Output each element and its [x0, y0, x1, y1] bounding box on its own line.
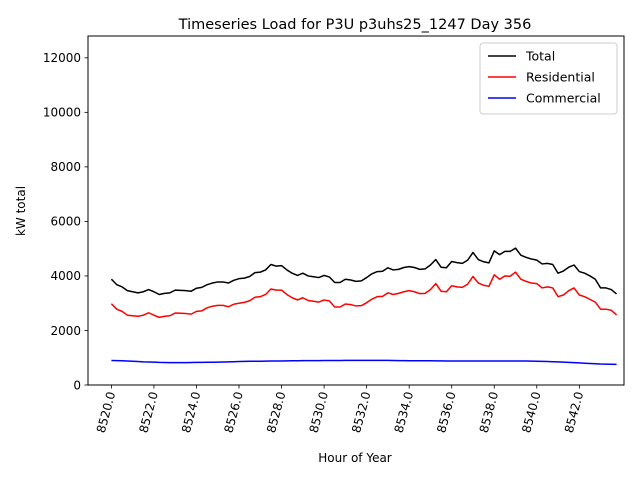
chart-title: Timeseries Load for P3U p3uhs25_1247 Day… [178, 17, 532, 33]
legend-label-total: Total [525, 49, 555, 64]
series-line-commercial [111, 359, 617, 366]
series-line-total [110, 247, 618, 296]
y-tick-label: 4000 [50, 269, 81, 283]
series-line-residential [110, 271, 618, 319]
series-layer [110, 247, 618, 366]
axes-frame [87, 35, 625, 386]
y-axis-label: kW total [14, 186, 28, 236]
y-axis-ticks: 0 2000 4000 6000 8000 10000 12000 [43, 51, 88, 392]
y-tick-label: 8000 [50, 160, 81, 174]
legend-label-residential: Residential [526, 70, 595, 85]
x-axis-label: Hour of Year [318, 451, 392, 465]
y-tick-label: 2000 [50, 324, 81, 338]
y-tick-label: 6000 [50, 215, 81, 229]
y-tick-label: 0 [73, 378, 81, 392]
legend-box [479, 42, 618, 115]
legend-label-commercial: Commercial [526, 91, 601, 106]
y-tick-label: 12000 [43, 51, 81, 65]
legend: Total Residential Commercial [479, 42, 618, 115]
y-tick-label: 10000 [43, 106, 81, 120]
